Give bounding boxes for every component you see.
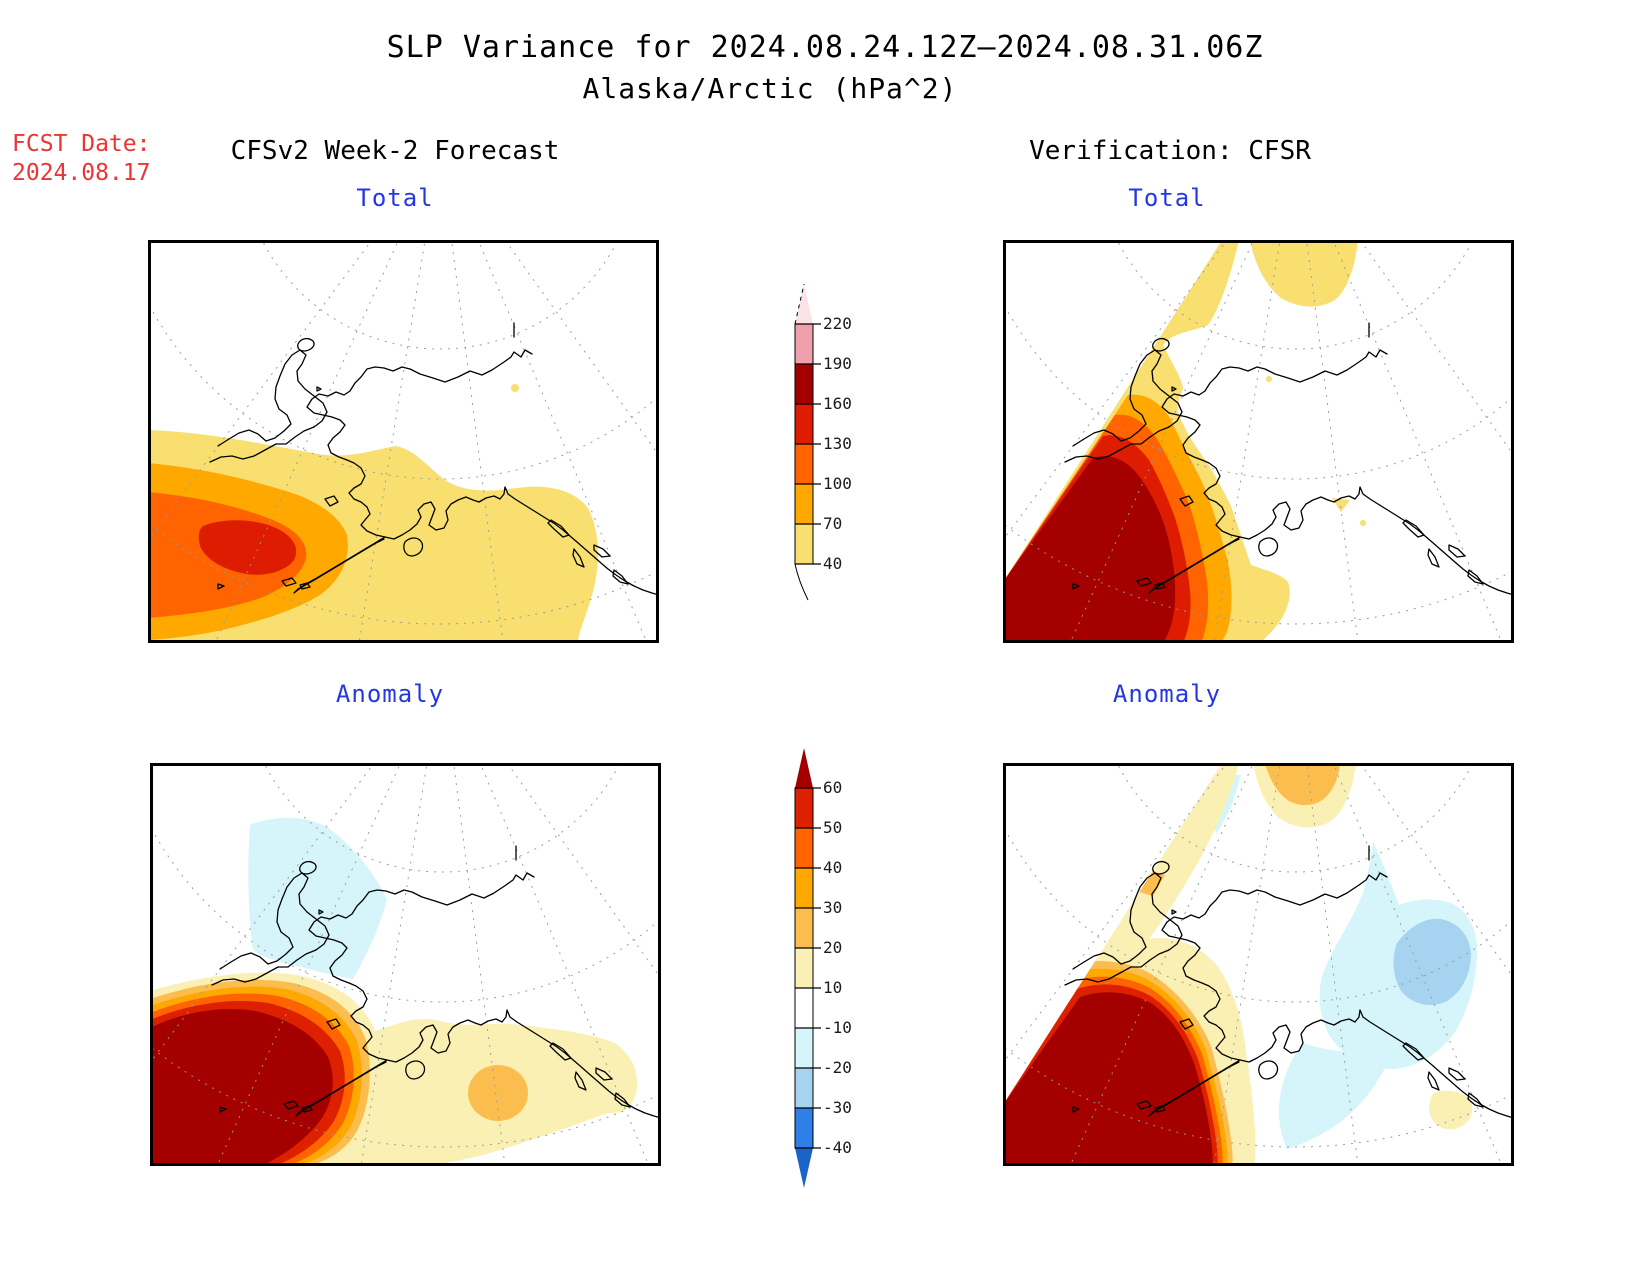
contour-anom-neg10 [248,817,387,979]
contour-anom-20-edge-wedge [1139,871,1165,896]
colorbar-cell-neg40-neg30 [795,1108,813,1148]
panel-border [1003,763,1514,1166]
tick-label: 60 [823,778,842,797]
contour-anom-neg10-south [1279,1043,1393,1149]
panel-title-forecast-anomaly: Anomaly [335,680,445,708]
contour-anom-20-spot [468,1065,528,1121]
contour-fills-forecast-total [148,384,598,643]
figure-title: SLP Variance for 2024.08.24.12Z–2024.08.… [386,30,1264,65]
tick-label: 10 [823,978,842,997]
tick-label: 160 [823,394,852,413]
colorbar-anomaly-below-min-arrow [795,1148,813,1188]
tick-label: 130 [823,434,852,453]
colorbar-cell-190-220 [795,324,813,364]
colorbar-cell-30-40 [795,868,813,908]
colorbar-total-ticks: 220 190 160 130 100 70 40 [795,314,852,573]
contour-fills-verification-anomaly [1003,763,1478,1166]
contour-fills-verification-total [1003,240,1366,643]
map-panel-forecast-total [148,240,659,643]
contour-fills-forecast-anomaly [150,817,638,1166]
panel-title-verification-total: Total [1128,184,1206,212]
contour-total-speck-b [1266,376,1272,382]
colorbar-cell-160-190 [795,364,813,404]
colorbar-cell-40-50 [795,828,813,868]
colorbar-cell-10-20 [795,948,813,988]
figure-subtitle: Alaska/Arctic (hPa^2) [582,72,958,105]
tick-label: -20 [823,1058,852,1077]
colorbar-below-min-edge [794,563,809,601]
tick-label: 50 [823,818,842,837]
tick-label: 40 [823,858,842,877]
panel-border [1003,240,1514,643]
contour-total-160 [1003,456,1176,643]
panel-title-verification-anomaly: Anomaly [1112,680,1222,708]
colorbar-cell-neg10-10 [795,988,813,1028]
colorbar-cell-70-100 [795,484,813,524]
forecast-date-value: 2024.08.17 [12,160,151,186]
panel-title-forecast-total: Total [356,184,434,212]
colorbar-spike-edge [794,283,805,325]
tick-label: -10 [823,1018,852,1037]
panel-border [150,763,661,1166]
colorbar-anomaly-above-max-arrow [795,748,813,788]
colorbar-anomaly: 60 50 40 30 20 10 -10 -20 -30 -40 [750,740,880,1195]
colorbar-cell-neg30-neg20 [795,1068,813,1108]
contour-anom-60 [150,1008,333,1166]
contour-total-speck-inlet [1332,498,1350,512]
contour-total-speck [511,384,519,392]
panel-border [148,240,659,643]
contour-anom-20-north-patch [1265,763,1340,806]
colorbar-total: 220 190 160 130 100 70 40 [750,278,880,613]
forecast-date-label: FCST Date: [12,131,151,157]
tick-label: -30 [823,1098,852,1117]
contour-anom-60 [1003,992,1213,1166]
contour-total-speck-a [1360,520,1366,526]
colorbar-cell-130-160 [795,404,813,444]
colorbar-cell-20-30 [795,908,813,948]
column-header-forecast: CFSv2 Week-2 Forecast [230,136,560,166]
colorbar-cell-40-70 [795,524,813,564]
colorbar-total-above-max [795,284,813,324]
contour-total-130 [198,520,297,575]
tick-label: 100 [823,474,852,493]
tick-label: -40 [823,1138,852,1157]
colorbar-cell-neg20-neg10 [795,1028,813,1068]
column-header-verification: Verification: CFSR [1029,136,1311,166]
colorbar-cell-50-60 [795,788,813,828]
tick-label: 40 [823,554,842,573]
colorbar-anomaly-ticks: 60 50 40 30 20 10 -10 -20 -30 -40 [795,778,852,1157]
tick-label: 190 [823,354,852,373]
colorbar-cell-100-130 [795,444,813,484]
tick-label: 30 [823,898,842,917]
contour-anom-10-southeast [1429,1090,1473,1130]
map-panel-verification-anomaly [1003,763,1514,1166]
contour-anom-neg20 [1393,918,1471,1006]
tick-label: 20 [823,938,842,957]
tick-label: 70 [823,514,842,533]
map-panel-verification-total [1003,240,1514,643]
tick-label: 220 [823,314,852,333]
forecast-date-block: FCST Date: 2024.08.17 [12,130,150,188]
contour-total-40-north [1250,240,1358,307]
map-panel-forecast-anomaly [150,763,661,1166]
